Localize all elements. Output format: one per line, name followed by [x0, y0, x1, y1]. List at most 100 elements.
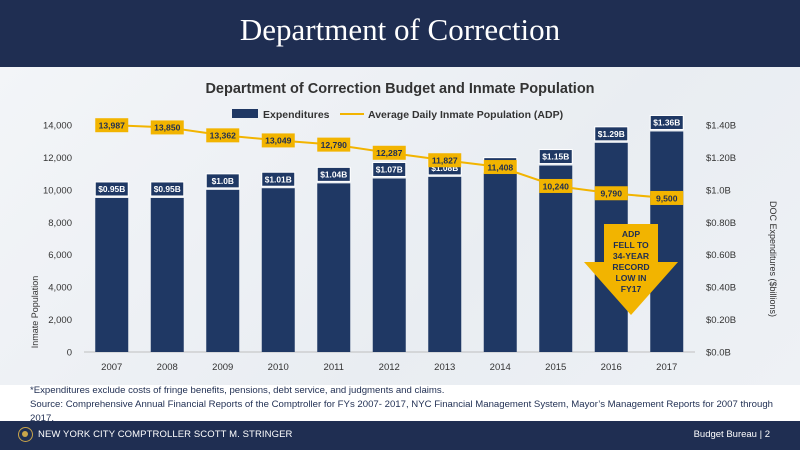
- footnote-exclusions: *Expenditures exclude costs of fringe be…: [30, 385, 445, 396]
- bar-2010: [261, 188, 295, 352]
- y2-tick-label: $1.0B: [706, 185, 731, 196]
- adp-label-box: [261, 133, 295, 148]
- page-title: Department of Correction: [239, 12, 561, 47]
- adp-label: 9,500: [656, 193, 678, 203]
- x-tick-label: 2016: [601, 362, 622, 373]
- callout-line: FELL TO: [613, 240, 649, 250]
- y-tick-label: 2,000: [48, 315, 72, 326]
- bar-label: $0.95B: [154, 184, 181, 194]
- bar-label: $1.01B: [265, 174, 292, 184]
- bar-2014: [483, 173, 517, 352]
- legend-label-expenditures: Expenditures: [263, 109, 330, 121]
- callout-arrow: [584, 224, 678, 315]
- callout-line: RECORD: [612, 262, 649, 272]
- bar-2012: [372, 178, 406, 352]
- bar-label-box: [594, 126, 629, 142]
- x-tick-label: 2015: [545, 362, 566, 373]
- expenditure-bars: [95, 131, 684, 352]
- bar-label-box: [372, 162, 407, 178]
- footnotes: *Expenditures exclude costs of fringe be…: [30, 384, 790, 426]
- callout-line: LOW IN: [615, 273, 646, 283]
- y-axis-ticks: 0 2,000 4,000 6,000 8,000 10,000 12,000 14,000: [43, 121, 72, 359]
- adp-label-box: [150, 120, 184, 135]
- footer-bar: [0, 421, 800, 450]
- footer-page-info: Budget Bureau | 2: [693, 429, 770, 440]
- bar-2015: [539, 165, 573, 352]
- bar-label-box: [94, 181, 129, 197]
- legend: Expenditures Average Daily Inmate Popula…: [232, 109, 563, 121]
- adp-label: 13,362: [210, 131, 237, 141]
- adp-label-box: [539, 178, 573, 193]
- bar-label-box: [538, 149, 573, 165]
- bar-2009: [206, 189, 240, 352]
- bar-label-box: [261, 171, 296, 187]
- bar-2008: [150, 197, 184, 352]
- x-tick-label: 2017: [656, 362, 677, 373]
- callout-line: 34-YEAR: [613, 251, 650, 261]
- y-tick-label: 12,000: [43, 153, 72, 164]
- bar-label-box: [150, 181, 185, 197]
- x-axis-ticks: 2007 2008 2009 2010 2011 2012 2013 2014 2015 2016…: [101, 362, 677, 373]
- adp-label: 11,827: [432, 156, 458, 166]
- expenditure-labels: $0.95B $0.95B $1.0B $1.01B $1.04B $1.07B $1.08…: [94, 114, 684, 197]
- y2-tick-label: $1.20B: [706, 153, 736, 164]
- adp-label: 13,987: [99, 121, 126, 131]
- title-banner: [0, 0, 800, 67]
- x-tick-label: 2014: [490, 362, 511, 373]
- y-tick-label: 8,000: [48, 218, 72, 229]
- adp-label-box: [650, 190, 684, 205]
- x-tick-label: 2008: [157, 362, 178, 373]
- chart-title: Department of Correction Budget and Inma…: [205, 81, 594, 97]
- bar-label: $1.29B: [598, 129, 625, 139]
- x-tick-label: 2009: [212, 362, 233, 373]
- adp-label: 11,408: [487, 162, 513, 172]
- adp-label-box: [206, 128, 240, 143]
- adp-label-box: [428, 153, 462, 168]
- legend-swatch-expenditures: [232, 109, 258, 118]
- adp-label: 12,287: [376, 148, 403, 158]
- bar-label-box: [649, 114, 684, 130]
- adp-label: 13,049: [265, 136, 292, 146]
- adp-callout: ADP FELL TO 34-YEAR RECORD LOW IN FY17: [584, 224, 678, 315]
- callout-line: FY17: [621, 284, 642, 294]
- bar-label: $1.15B: [542, 152, 569, 162]
- bar-2011: [317, 183, 351, 352]
- x-tick-label: 2007: [101, 362, 122, 373]
- x-tick-label: 2012: [379, 362, 400, 373]
- y-tick-label: 6,000: [48, 250, 72, 261]
- bar-label: $1.08B: [431, 163, 458, 173]
- y2-tick-label: $0.80B: [706, 218, 736, 229]
- x-tick-label: 2010: [268, 362, 289, 373]
- adp-label: 13,850: [154, 123, 181, 133]
- x-tick-label: 2011: [324, 362, 344, 373]
- bar-2013: [428, 176, 462, 352]
- bar-label-box: [205, 173, 240, 189]
- y-tick-label: 4,000: [48, 283, 72, 294]
- y2-tick-label: $0.0B: [706, 348, 731, 359]
- adp-label-box: [317, 137, 351, 152]
- bar-label: $1.0B: [212, 176, 234, 186]
- adp-label-box: [483, 160, 517, 175]
- y2-tick-label: $0.60B: [706, 250, 736, 261]
- adp-label-box: [594, 186, 628, 201]
- y-axis-label: Inmate Population: [30, 276, 40, 349]
- adp-label-box: [95, 118, 129, 133]
- bar-label: $1.07B: [376, 165, 403, 175]
- footer-comptroller: NEW YORK CITY COMPTROLLER SCOTT M. STRIN…: [38, 429, 293, 440]
- adp-label: 12,790: [321, 140, 348, 150]
- bar-label: $0.95B: [98, 184, 125, 194]
- y-tick-label: 10,000: [43, 185, 72, 196]
- callout-line: ADP: [622, 229, 640, 239]
- adp-label: 10,240: [543, 181, 570, 191]
- budget-inmate-chart: Department of Correction Budget and Inma…: [30, 81, 778, 373]
- y-tick-label: 14,000: [43, 121, 72, 132]
- bar-label: $1.36B: [653, 118, 680, 128]
- footnote-source: Source: Comprehensive Annual Financial R…: [30, 399, 774, 424]
- y2-axis-label: DOC Expenditures ($billions): [768, 201, 778, 317]
- adp-label: 9,790: [600, 189, 622, 199]
- y2-tick-label: $1.40B: [706, 121, 736, 132]
- y-tick-label: 0: [67, 348, 72, 359]
- legend-label-adp: Average Daily Inmate Population (ADP): [368, 109, 563, 121]
- adp-label-box: [372, 145, 406, 160]
- y2-tick-label: $0.40B: [706, 283, 736, 294]
